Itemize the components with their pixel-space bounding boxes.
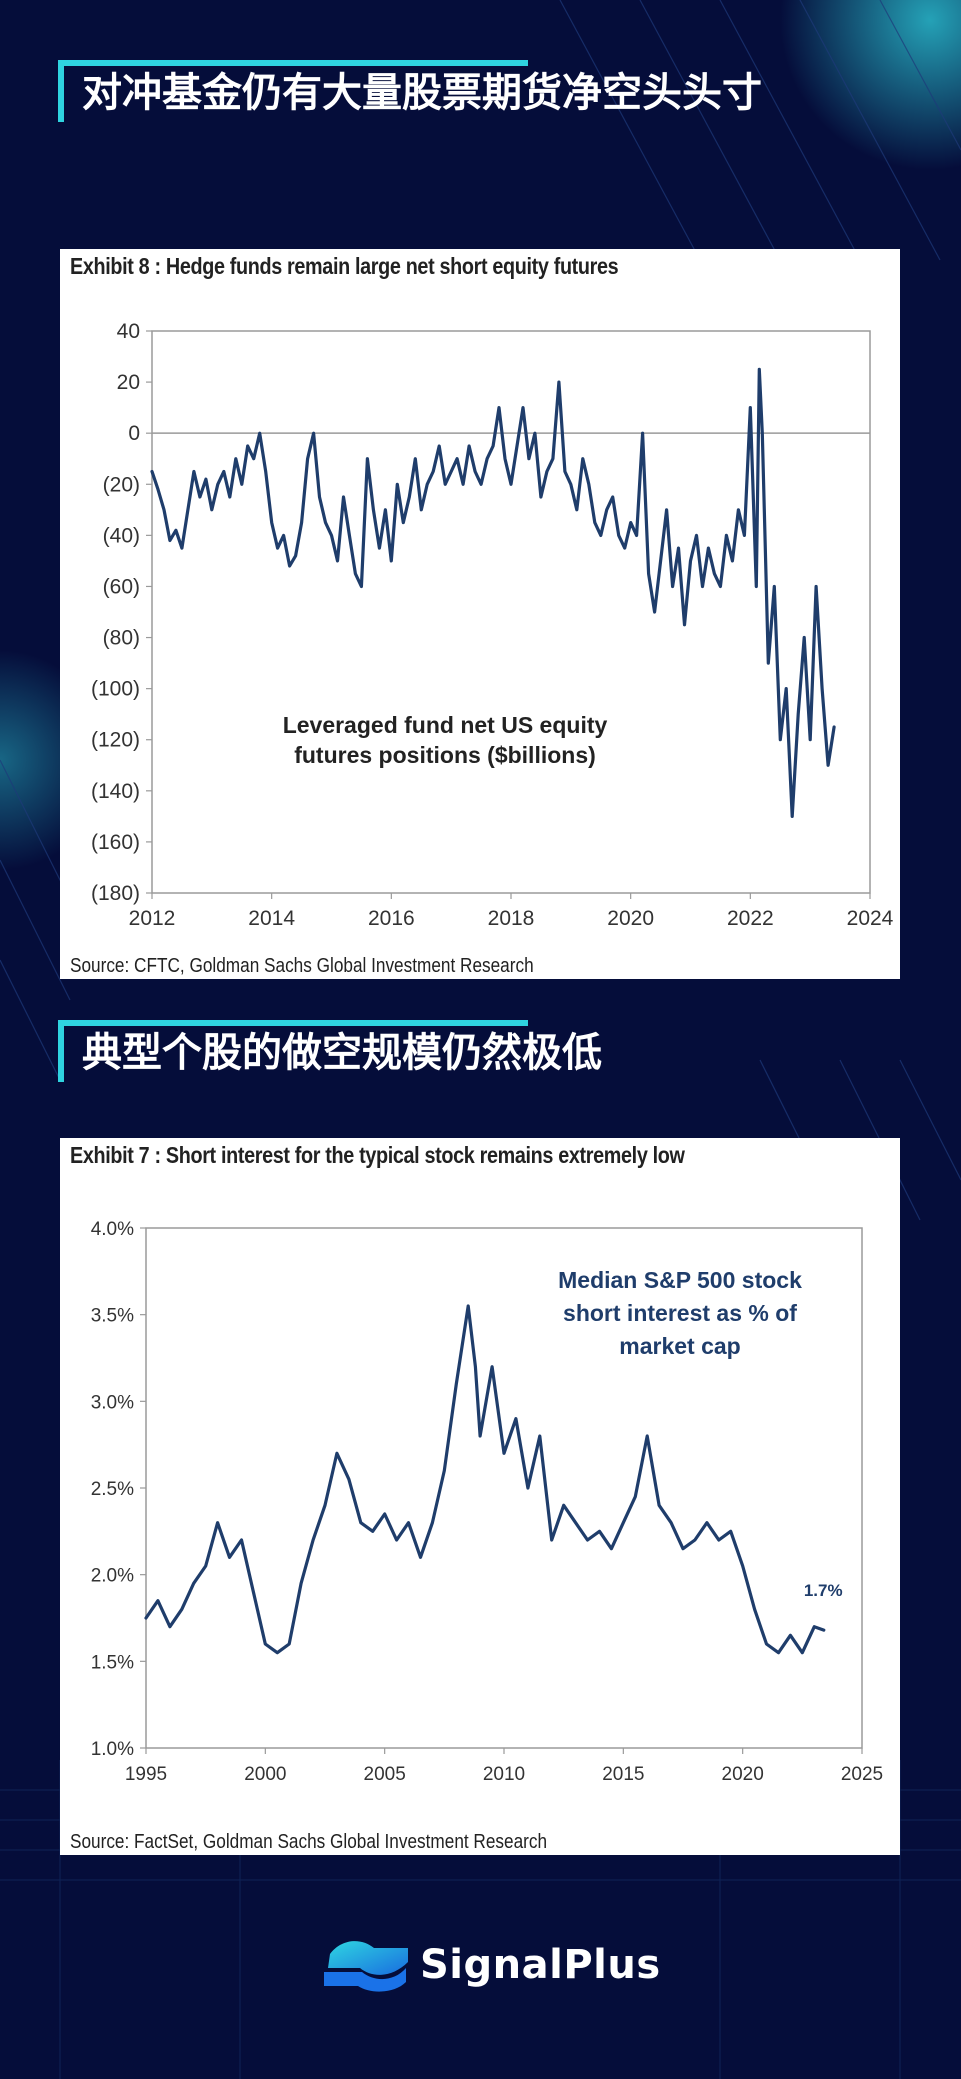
y-tick-label: 3.0% xyxy=(91,1392,134,1413)
y-tick-label: 40 xyxy=(117,320,140,343)
chart-panel-exhibit-8: Exhibit 8 : Hedge funds remain large net… xyxy=(60,249,900,979)
x-tick-label: 2012 xyxy=(129,907,176,930)
chart-title: Exhibit 7 : Short interest for the typic… xyxy=(70,1142,685,1168)
signalplus-logo-icon xyxy=(324,1941,408,1992)
x-tick-label: 2016 xyxy=(368,907,415,930)
chart-annotation: futures positions ($billions) xyxy=(294,742,596,768)
chart-annotation: market cap xyxy=(619,1333,740,1359)
y-tick-label: 4.0% xyxy=(91,1219,134,1240)
chart-annotation: Median S&P 500 stock xyxy=(558,1267,802,1293)
y-tick-label: 1.5% xyxy=(91,1652,134,1673)
x-tick-label: 2020 xyxy=(722,1764,764,1785)
x-tick-label: 2024 xyxy=(847,907,894,930)
x-tick-label: 2015 xyxy=(602,1764,644,1785)
y-tick-label: (140) xyxy=(91,780,140,803)
section-title-hedge-funds: 对冲基金仍有大量股票期货净空头头寸 xyxy=(58,60,878,122)
chart-panel-exhibit-7: Exhibit 7 : Short interest for the typic… xyxy=(60,1138,900,1855)
y-tick-label: 0 xyxy=(128,422,140,445)
brand-logo: SignalPlus xyxy=(322,1930,662,2000)
x-tick-label: 2018 xyxy=(488,907,535,930)
section-title-short-interest: 典型个股的做空规模仍然极低 xyxy=(58,1020,878,1082)
title-accent-bar xyxy=(58,60,528,66)
y-tick-label: (180) xyxy=(91,882,140,905)
y-tick-label: (40) xyxy=(103,524,140,547)
y-tick-label: 2.5% xyxy=(91,1479,134,1500)
title-accent-bar xyxy=(58,1020,528,1026)
chart-annotation: Leveraged fund net US equity xyxy=(283,712,608,738)
x-tick-label: 2010 xyxy=(483,1764,525,1785)
y-tick-label: 1.0% xyxy=(91,1739,134,1760)
y-tick-label: (100) xyxy=(91,678,140,701)
section-title-text: 对冲基金仍有大量股票期货净空头头寸 xyxy=(82,70,762,116)
chart-source: Source: FactSet, Goldman Sachs Global In… xyxy=(70,1831,548,1853)
y-tick-label: (60) xyxy=(103,575,140,598)
section-title-text: 典型个股的做空规模仍然极低 xyxy=(82,1030,602,1076)
x-tick-label: 2005 xyxy=(364,1764,406,1785)
end-value-label: 1.7% xyxy=(804,1581,843,1600)
chart-source: Source: CFTC, Goldman Sachs Global Inves… xyxy=(70,955,534,977)
x-tick-label: 1995 xyxy=(125,1764,167,1785)
x-tick-label: 2022 xyxy=(727,907,774,930)
x-tick-label: 2025 xyxy=(841,1764,883,1785)
y-tick-label: 2.0% xyxy=(91,1566,134,1587)
y-tick-label: 20 xyxy=(117,371,140,394)
chart-title: Exhibit 8 : Hedge funds remain large net… xyxy=(70,253,619,279)
brand-name: SignalPlus xyxy=(420,1942,661,1988)
chart-annotation: short interest as % of xyxy=(563,1300,797,1326)
y-tick-label: (160) xyxy=(91,831,140,854)
series-line xyxy=(144,1304,826,1655)
x-tick-label: 2014 xyxy=(248,907,295,930)
y-tick-label: (120) xyxy=(91,729,140,752)
y-tick-label: 3.5% xyxy=(91,1306,134,1327)
x-tick-label: 2000 xyxy=(244,1764,286,1785)
series-line xyxy=(150,367,836,819)
chart-exhibit-7: 1.0% 1.5% 2.0% 2.5% 3.0% 3.5% 4.0% 1995 2000 2005… xyxy=(91,1219,883,1785)
chart-exhibit-8: 40 20 0 (20) (40) (60) (80) (100) (120) (140) (160… xyxy=(91,320,894,930)
x-tick-label: 2020 xyxy=(607,907,654,930)
y-tick-label: (20) xyxy=(103,473,140,496)
y-tick-label: (80) xyxy=(103,627,140,650)
